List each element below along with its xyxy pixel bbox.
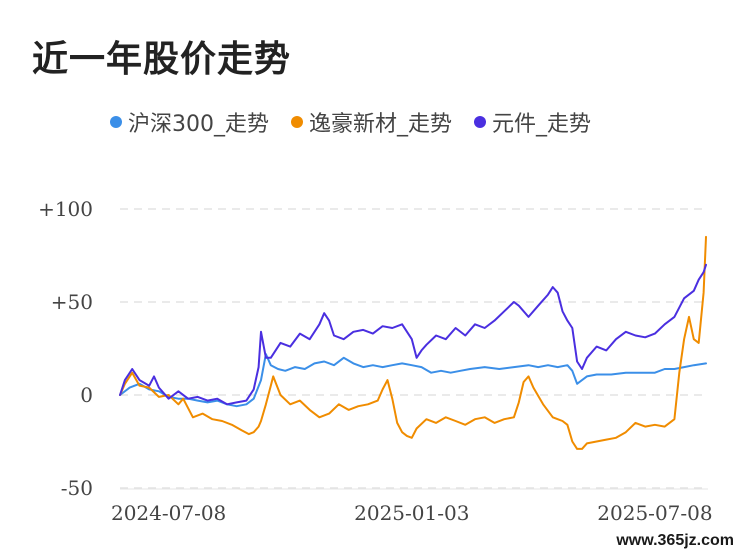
legend-item-yuanjian[interactable]: 元件_走势 <box>474 106 591 138</box>
legend-dot-yihao <box>291 116 303 128</box>
series-line-0 <box>119 353 707 408</box>
legend-dot-yuanjian <box>474 116 487 128</box>
legend-item-hs300[interactable]: 沪深300_走势 <box>110 106 269 138</box>
y-tick-label: 0 <box>80 383 93 407</box>
chart-legend: 沪深300_走势 逸豪新材_走势 元件_走势 <box>110 106 591 138</box>
x-tick-label: 2024-07-08 <box>111 501 226 525</box>
legend-label-yuanjian: 元件_走势 <box>492 112 592 137</box>
x-tick-label: 2025-01-03 <box>354 501 469 525</box>
series-line-1 <box>119 235 707 450</box>
chart-title: 近一年股价走势 <box>32 39 292 80</box>
y-tick-label: -50 <box>61 476 93 500</box>
legend-dot-hs300 <box>110 116 122 128</box>
series-line-2 <box>119 263 707 406</box>
legend-label-hs300: 沪深300_走势 <box>128 112 269 137</box>
legend-item-yihao[interactable]: 逸豪新材_走势 <box>291 106 452 138</box>
legend-label-yihao: 逸豪新材_走势 <box>309 112 453 137</box>
watermark-text: www.365jz.com <box>612 530 738 552</box>
x-tick-label: 2025-07-08 <box>597 501 712 525</box>
y-tick-label: +100 <box>38 197 93 221</box>
y-tick-label: +50 <box>51 290 93 314</box>
